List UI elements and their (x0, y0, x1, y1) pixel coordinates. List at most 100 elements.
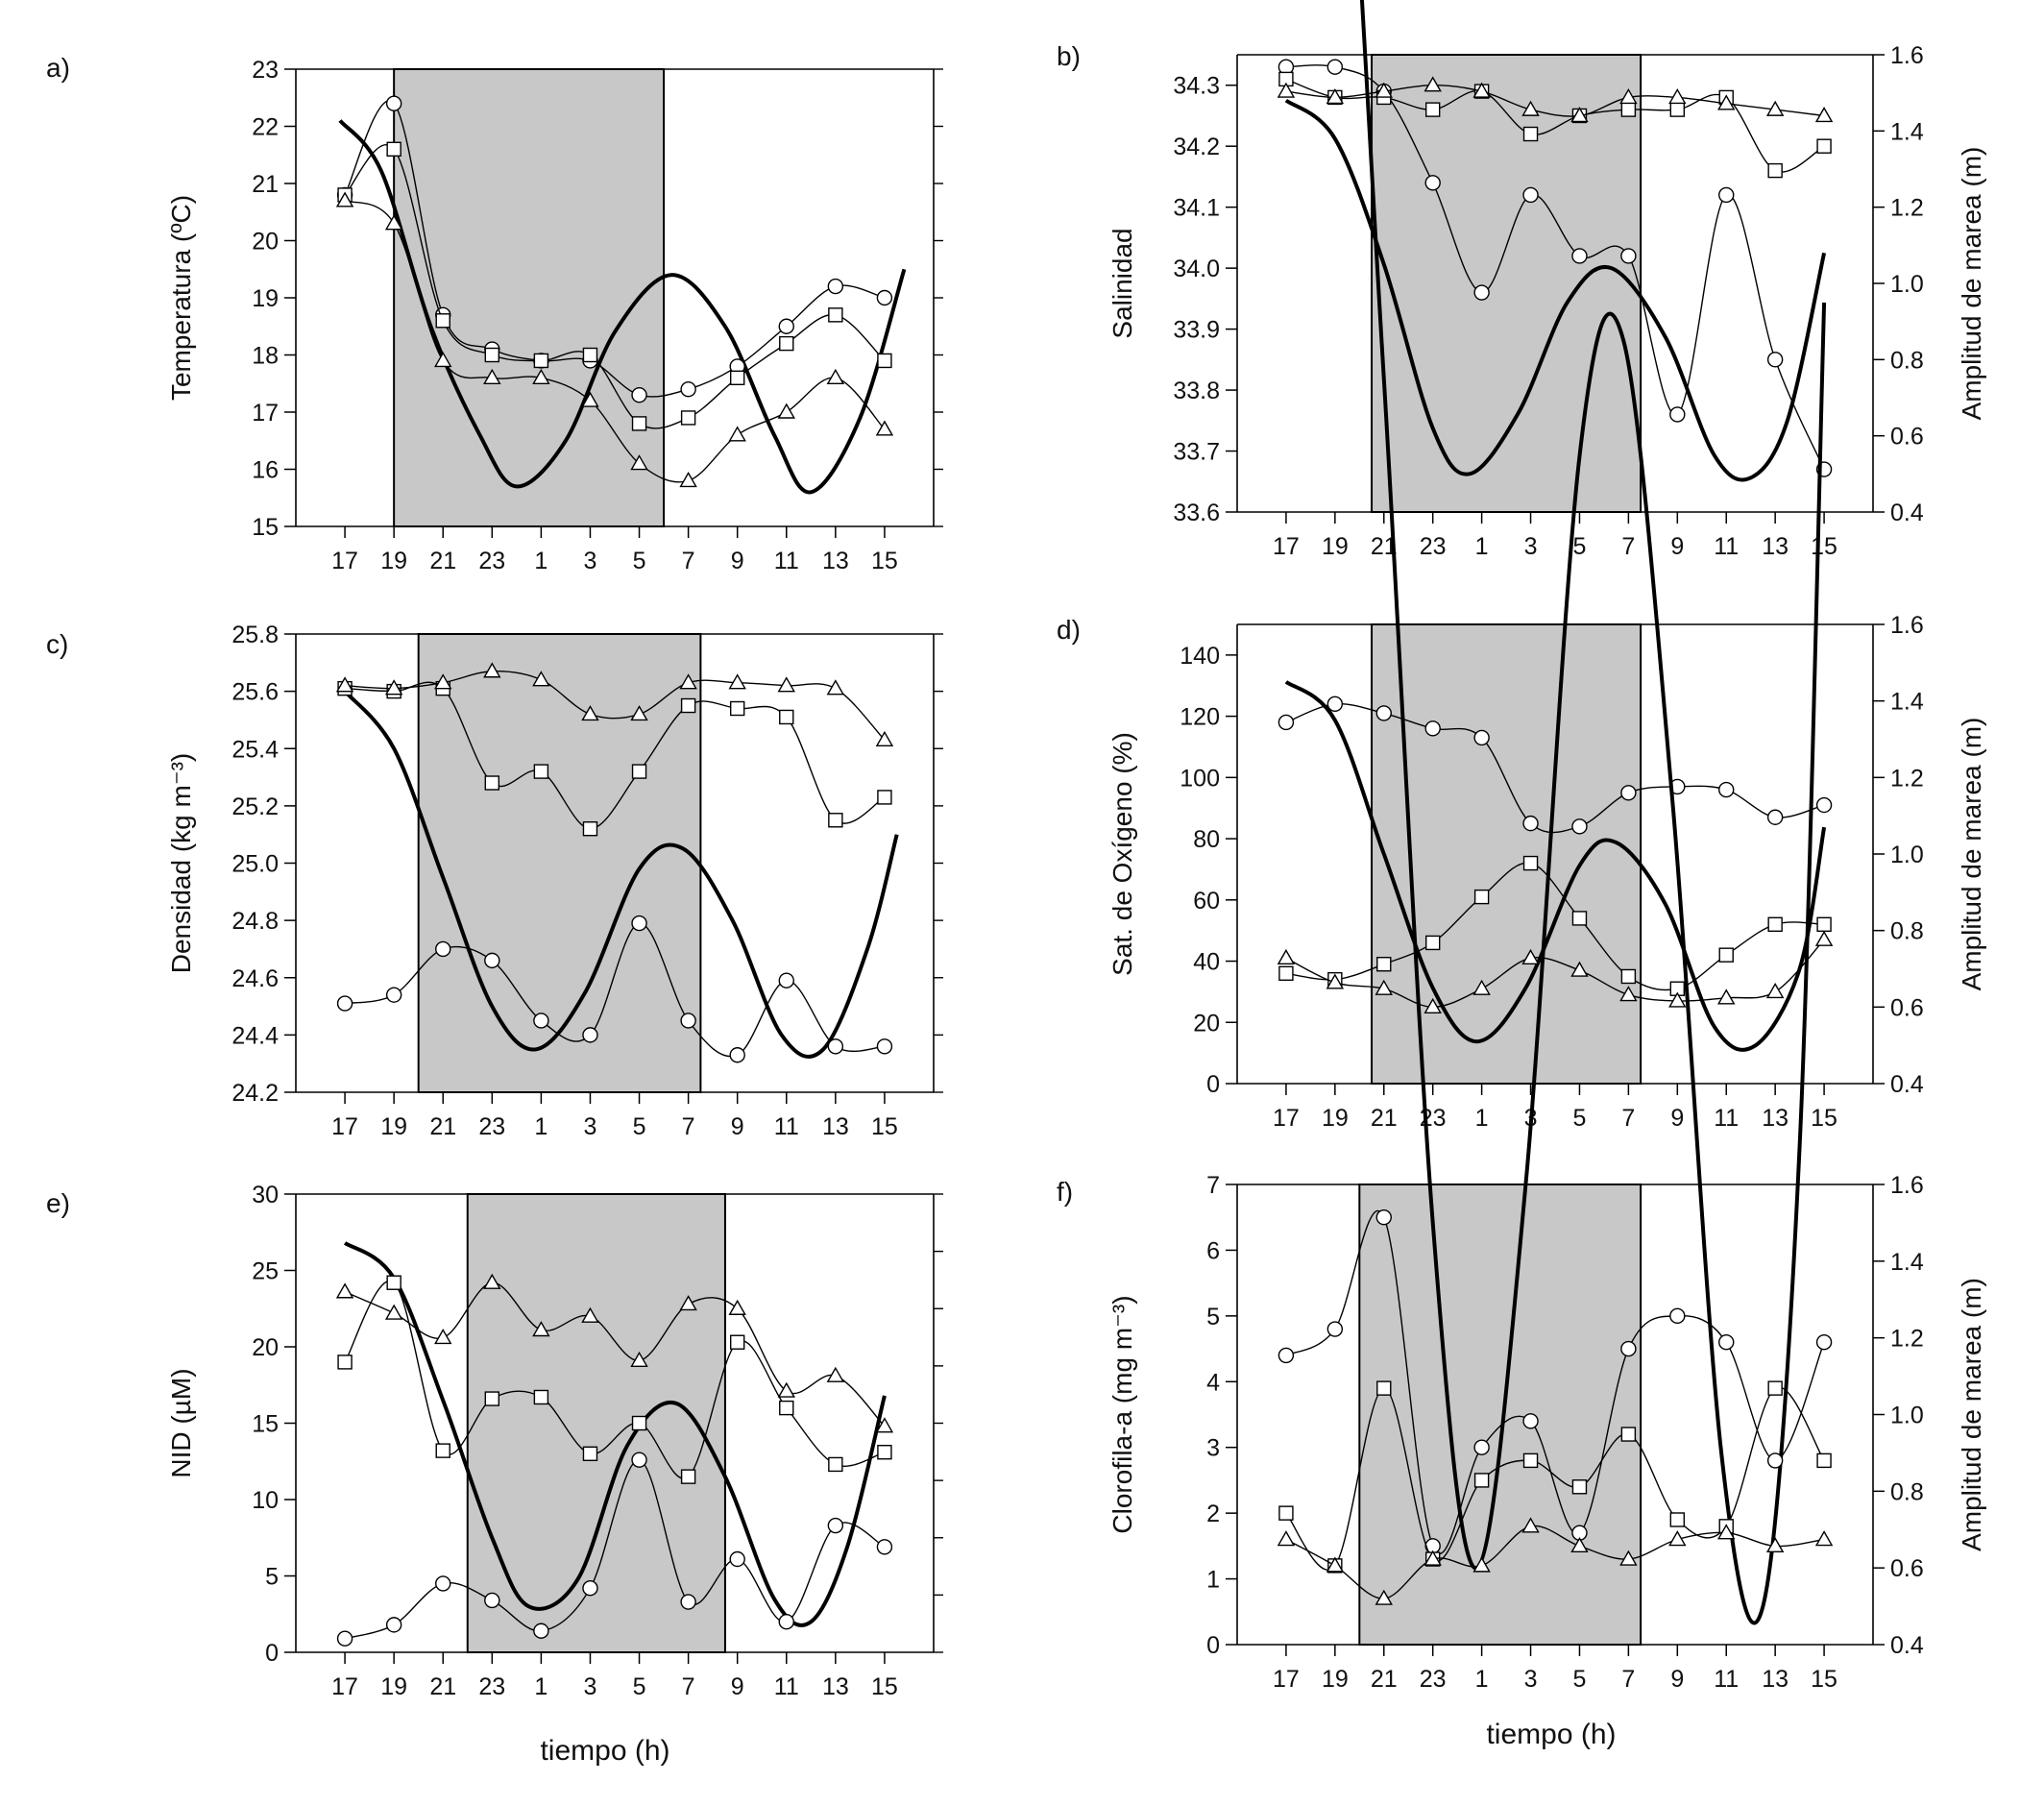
data-point-circle (533, 1623, 549, 1639)
data-point-triangle (581, 705, 599, 721)
x-tick-label: 15 (871, 1673, 898, 1700)
data-point-triangle (679, 471, 697, 488)
panel-label-f: f) (1057, 1177, 1073, 1207)
y-tick-label: 0 (1206, 1071, 1220, 1098)
data-point-circle (680, 381, 696, 398)
chart-panel-c: 24.224.424.624.825.025.225.425.625.817 19… (166, 622, 943, 1140)
data-point-circle (1278, 1347, 1295, 1364)
y-axis-title: Salinidad (1107, 228, 1137, 338)
data-point-triangle (1424, 1550, 1442, 1566)
y2-axis-title: Amplitud de marea (m) (1957, 1278, 1986, 1551)
x-tick-label: 17 (331, 1673, 358, 1700)
y-axis-title: Temperatura (ºC) (166, 195, 196, 401)
y2-tick-label: 1.6 (1890, 1172, 1924, 1199)
data-point-triangle (728, 426, 746, 442)
y-tick-label: 18 (252, 343, 279, 370)
x-tick-label: 9 (1670, 533, 1684, 560)
x-tick-label: 1 (1475, 533, 1489, 560)
y-tick-label: 25.4 (231, 736, 279, 763)
data-point-square (729, 370, 745, 385)
tide-curve (1359, 0, 1827, 1625)
y-tick-label: 15 (252, 514, 279, 541)
data-point-triangle (335, 676, 354, 693)
data-point-square (484, 347, 500, 363)
data-point-square (1522, 1452, 1539, 1469)
data-point-triangle (1765, 100, 1785, 116)
data-point-square (1620, 968, 1637, 985)
x-tick-label: 13 (1762, 533, 1788, 560)
x-axis-title-right: tiempo (h) (1486, 1719, 1616, 1750)
data-point-circle (336, 995, 353, 1012)
y-tick-label: 3 (1206, 1435, 1220, 1462)
data-point-circle (385, 95, 402, 111)
data-point-square (729, 700, 745, 717)
x-tick-label: 21 (429, 1113, 456, 1140)
y-axis-title: NID (µM) (166, 1368, 196, 1477)
data-point-circle (1718, 781, 1735, 798)
data-point-circle (1718, 186, 1735, 204)
data-point-circle (435, 940, 451, 958)
data-point-circle (1473, 1439, 1490, 1455)
y-tick-label: 5 (265, 1564, 279, 1591)
data-point-square (582, 347, 598, 363)
data-point-square (877, 790, 892, 805)
x-tick-label: 7 (682, 548, 695, 574)
data-point-triangle (1277, 1530, 1296, 1547)
data-point-triangle (384, 214, 403, 231)
data-point-circle (1424, 175, 1441, 191)
data-point-circle (876, 1539, 893, 1555)
tide-curve (338, 119, 907, 495)
x-tick-label: 5 (1573, 533, 1587, 560)
y-tick-label: 140 (1180, 643, 1220, 670)
y2-tick-label: 1.2 (1890, 195, 1924, 222)
data-point-triangle (1814, 1530, 1834, 1547)
data-point-triangle (1326, 88, 1345, 105)
y2-tick-label: 1.4 (1890, 689, 1924, 716)
data-point-triangle (1765, 982, 1785, 999)
y-tick-label: 25.2 (231, 793, 279, 820)
y-tick-label: 33.8 (1173, 378, 1220, 404)
data-point-triangle (1717, 988, 1736, 1005)
data-point-square (435, 313, 450, 329)
x-tick-label: 21 (429, 1673, 456, 1700)
data-point-circle (1375, 1209, 1392, 1226)
x-tick-label: 19 (1322, 533, 1349, 560)
data-point-triangle (1814, 107, 1834, 123)
data-point-triangle (826, 368, 845, 384)
data-point-square (680, 697, 696, 714)
data-point-triangle (1375, 82, 1393, 98)
data-point-circle (1718, 1334, 1735, 1351)
x-tick-label: 19 (1322, 1666, 1349, 1693)
x-tick-label: 13 (1762, 1666, 1788, 1693)
x-tick-label: 5 (1573, 1105, 1587, 1132)
data-point-circle (1766, 352, 1784, 368)
data-point-square (828, 813, 843, 828)
panel-label-a: a) (46, 53, 70, 83)
y-tick-label: 7 (1206, 1172, 1220, 1199)
data-point-square (484, 1391, 500, 1406)
x-tick-label: 21 (1371, 1105, 1398, 1132)
data-point-triangle (483, 662, 501, 678)
data-point-square (1522, 855, 1539, 871)
data-point-triangle (679, 1295, 697, 1311)
data-point-circle (435, 1575, 451, 1592)
x-tick-label: 3 (584, 1673, 597, 1700)
data-point-triangle (483, 368, 501, 384)
data-point-square (631, 1415, 647, 1431)
y-tick-label: 20 (252, 229, 279, 256)
y-tick-label: 33.9 (1173, 317, 1220, 344)
data-point-square (533, 764, 549, 779)
y2-tick-label: 1.6 (1890, 42, 1924, 69)
data-point-square (484, 775, 500, 791)
x-tick-label: 9 (731, 1673, 744, 1700)
data-point-square (1571, 1479, 1588, 1495)
x-tick-label: 13 (822, 548, 849, 574)
x-tick-label: 15 (871, 1113, 898, 1140)
data-point-square (680, 410, 696, 426)
data-point-square (1816, 1452, 1832, 1469)
data-point-circle (876, 289, 893, 306)
data-point-square (1376, 957, 1392, 972)
data-point-triangle (335, 1282, 354, 1299)
